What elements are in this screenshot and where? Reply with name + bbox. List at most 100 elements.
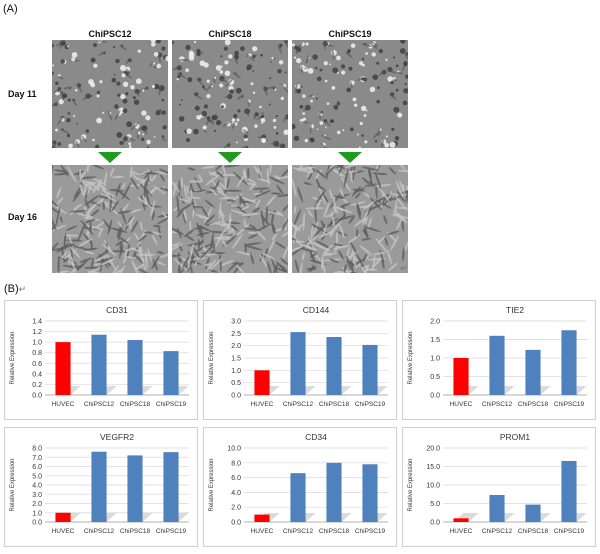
bar-huvec	[453, 358, 469, 395]
y-tick-label: 10.0	[227, 446, 241, 453]
y-axis-label: Relative Expression	[10, 331, 16, 384]
y-tick-label: 1.0	[231, 368, 241, 375]
y-tick-label: 0.0	[32, 520, 42, 527]
micrograph-chipsc18-day16	[172, 165, 288, 273]
x-tick-label: HUVEC	[450, 528, 473, 535]
bar-chipsc12	[290, 332, 306, 395]
bar-chipsc12	[489, 335, 505, 395]
bar-chipsc18	[326, 462, 342, 522]
x-tick-label: ChiPSC19	[554, 528, 585, 535]
y-tick-label: 0.4	[32, 371, 42, 378]
y-tick-label: 0.0	[430, 393, 440, 400]
chart-title: PROM1	[500, 432, 531, 442]
column-label-chipsc19: ChiPSC19	[328, 29, 372, 39]
chart-prom1: PROM1 Relative Expression 0.0 5.0 10.0 15.0 20…	[402, 427, 596, 547]
y-tick-label: 0.0	[32, 393, 42, 400]
bar-chipsc19	[163, 452, 179, 522]
y-tick-label: 2.5	[231, 331, 241, 338]
x-tick-label: ChiPSC12	[482, 528, 513, 535]
x-tick-label: ChiPSC19	[554, 401, 585, 408]
bar-huvec	[254, 514, 270, 522]
bar-huvec	[254, 370, 270, 395]
bar-chipsc12	[489, 494, 505, 522]
down-arrow-icon	[338, 152, 362, 163]
x-tick-label: ChiPSC19	[355, 528, 386, 535]
y-tick-label: 1.5	[430, 337, 440, 344]
y-tick-label: 3.0	[231, 319, 241, 326]
bar-huvec	[453, 518, 469, 522]
y-tick-label: 8.0	[231, 460, 241, 467]
column-label-chipsc12: ChiPSC12	[88, 29, 132, 39]
bar-chipsc18	[525, 504, 541, 522]
y-tick-label: 20.0	[426, 446, 440, 453]
chart-title: CD144	[303, 305, 330, 315]
y-tick-label: 0.5	[430, 374, 440, 381]
y-tick-label: 2.0	[430, 319, 440, 326]
chart-cd144: CD144 Relative Expression 0.0 0.5 1.0 1.5 2.0 2…	[203, 300, 397, 420]
x-tick-label: ChiPSC12	[283, 528, 314, 535]
x-tick-label: ChiPSC12	[482, 401, 513, 408]
y-tick-label: 1.4	[32, 319, 42, 326]
y-tick-label: 5.0	[430, 501, 440, 508]
return-mark: ↵	[400, 263, 408, 273]
x-tick-label: ChiPSC18	[518, 528, 549, 535]
chart-title: CD34	[305, 432, 327, 442]
chart-vegfr2: VEGFR2 Relative Expression 0.0 1.0 2.0 3.0 4.0…	[4, 427, 198, 547]
x-tick-label: ChiPSC12	[84, 528, 115, 535]
row-label-day11: Day 11	[8, 89, 37, 99]
down-arrow-icon	[98, 152, 122, 163]
bar-chipsc18	[127, 455, 143, 522]
y-tick-label: 4.0	[32, 483, 42, 490]
micrograph-chipsc18-day11	[172, 40, 288, 148]
micrograph-chipsc12-day16	[52, 165, 168, 273]
bar-chipsc19	[561, 460, 577, 522]
y-tick-label: 1.5	[231, 356, 241, 363]
micrograph-chipsc12-day11	[52, 40, 168, 148]
y-tick-label: 8.0	[32, 446, 42, 453]
panel-b-text: (B)	[4, 283, 19, 295]
x-tick-label: HUVEC	[450, 401, 473, 408]
y-tick-label: 2.0	[32, 501, 42, 508]
x-tick-label: ChiPSC19	[355, 401, 386, 408]
chart-title: CD31	[106, 305, 128, 315]
chart-cd34: CD34 Relative Expression 0.0 2.0 4.0 6.0 8.0 10…	[203, 427, 397, 547]
bar-chipsc18	[127, 340, 143, 395]
y-tick-label: 0.0	[430, 520, 440, 527]
x-tick-label: ChiPSC12	[283, 401, 314, 408]
bar-chipsc12	[290, 473, 306, 522]
bar-chipsc19	[362, 464, 378, 522]
y-tick-label: 1.0	[430, 356, 440, 363]
bar-chipsc19	[362, 344, 378, 395]
micrograph-chipsc19-day16	[292, 165, 408, 273]
y-tick-label: 0.6	[32, 361, 42, 368]
y-axis-label: Relative Expression	[10, 458, 16, 511]
x-tick-label: ChiPSC19	[156, 401, 187, 408]
x-tick-label: HUVEC	[251, 528, 274, 535]
y-tick-label: 4.0	[231, 490, 241, 497]
x-tick-label: ChiPSC12	[84, 401, 115, 408]
x-tick-label: ChiPSC18	[518, 401, 549, 408]
y-axis-label: Relative Expression	[209, 458, 215, 511]
y-axis-label: Relative Expression	[408, 331, 414, 384]
x-tick-label: HUVEC	[52, 528, 75, 535]
bar-huvec	[55, 342, 71, 395]
bar-huvec	[55, 512, 71, 522]
x-tick-label: ChiPSC18	[120, 528, 151, 535]
bar-chipsc18	[326, 337, 342, 395]
return-mark: ↵	[18, 284, 27, 294]
y-tick-label: 1.0	[32, 510, 42, 517]
x-tick-label: HUVEC	[52, 401, 75, 408]
down-arrow-icon	[218, 152, 242, 163]
y-tick-label: 1.0	[32, 340, 42, 347]
y-tick-label: 2.0	[231, 505, 241, 512]
bar-chipsc19	[561, 330, 577, 395]
y-axis-label: Relative Expression	[408, 458, 414, 511]
chart-tie2: TIE2 Relative Expression 0.0 0.5 1.0 1.5 2.0 HU…	[402, 300, 596, 420]
x-tick-label: ChiPSC18	[319, 528, 350, 535]
y-tick-label: 7.0	[32, 455, 42, 462]
y-tick-label: 0.0	[231, 393, 241, 400]
panel-b-label: (B)↵	[4, 283, 26, 295]
x-tick-label: HUVEC	[251, 401, 274, 408]
x-tick-label: ChiPSC18	[120, 401, 151, 408]
y-tick-label: 6.0	[231, 475, 241, 482]
